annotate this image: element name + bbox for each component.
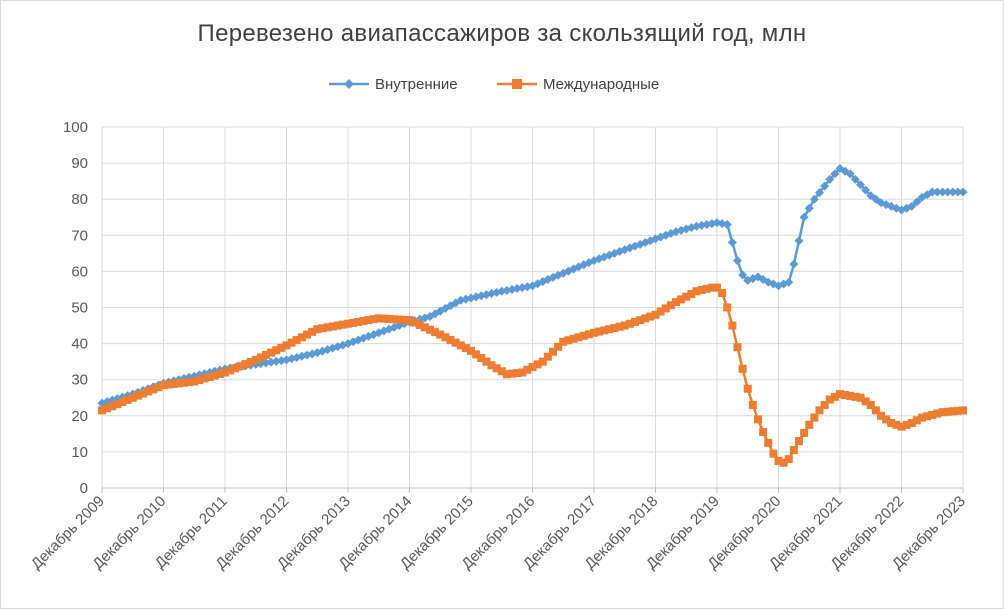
y-tick-label: 40 (71, 336, 88, 353)
y-tick-label: 80 (71, 191, 88, 208)
data-point-international (805, 421, 813, 429)
data-point-international (959, 406, 967, 414)
data-point-international (734, 343, 742, 351)
y-tick-label: 0 (80, 480, 88, 497)
y-tick-label: 20 (71, 408, 88, 425)
data-point-domestic (728, 238, 737, 247)
y-tick-label: 10 (71, 444, 88, 461)
y-tick-label: 30 (71, 372, 88, 389)
data-point-domestic (795, 236, 804, 245)
data-point-domestic (959, 187, 968, 196)
data-point-international (769, 450, 777, 458)
y-tick-label: 50 (71, 300, 88, 317)
data-point-international (723, 304, 731, 312)
y-tick-label: 70 (71, 227, 88, 244)
data-point-international (728, 322, 736, 330)
data-point-international (800, 429, 808, 437)
data-point-international (764, 439, 772, 447)
data-point-international (810, 414, 818, 422)
data-point-international (739, 365, 747, 373)
data-point-international (785, 455, 793, 463)
data-point-international (749, 401, 757, 409)
y-tick-label: 100 (63, 119, 88, 136)
y-tick-label: 90 (71, 155, 88, 172)
data-point-international (744, 385, 752, 393)
data-point-international (795, 437, 803, 445)
data-point-domestic (789, 260, 798, 269)
data-point-international (759, 428, 767, 436)
data-point-international (718, 289, 726, 297)
data-point-domestic (733, 256, 742, 265)
data-point-international (790, 446, 798, 454)
data-point-international (754, 415, 762, 423)
y-tick-label: 60 (71, 263, 88, 280)
